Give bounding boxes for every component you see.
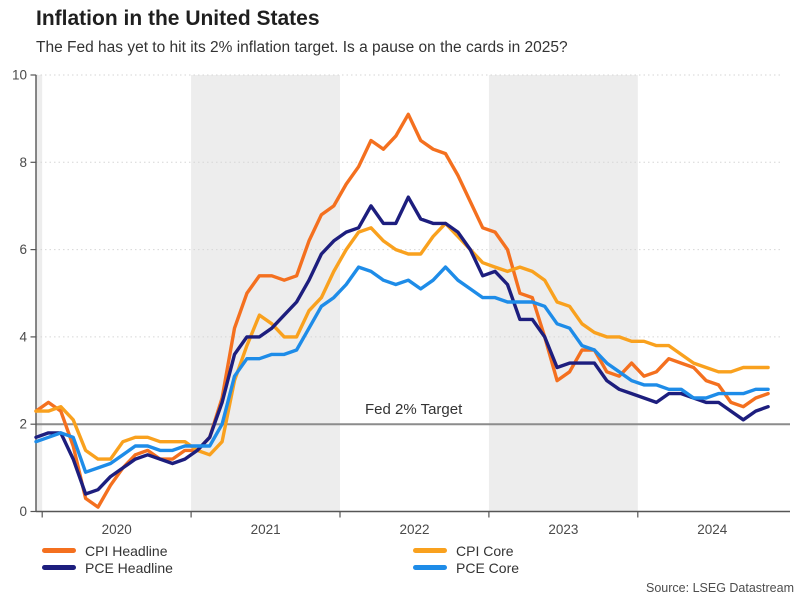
svg-text:0: 0 [19, 504, 27, 519]
source-note: Source: LSEG Datastream [646, 581, 794, 595]
svg-text:2021: 2021 [251, 522, 281, 537]
svg-text:6: 6 [19, 242, 27, 257]
legend-item-pce-core: PCE Core [413, 559, 520, 576]
svg-text:Fed 2% Target: Fed 2% Target [365, 401, 463, 418]
legend-label-pce-core: PCE Core [456, 559, 520, 576]
chart-subtitle: The Fed has yet to hit its 2% inflation … [36, 39, 568, 56]
svg-text:2022: 2022 [399, 522, 429, 537]
svg-text:4: 4 [19, 329, 27, 344]
svg-text:2023: 2023 [548, 522, 578, 537]
chart-title: Inflation in the United States [36, 7, 320, 30]
legend-item-cpi-core: CPI Core [413, 542, 514, 559]
svg-text:2024: 2024 [697, 522, 728, 537]
svg-text:2: 2 [19, 417, 27, 432]
legend-swatch-pce-core [413, 565, 447, 570]
legend-swatch-cpi-core [413, 548, 447, 553]
legend-swatch-pce-headline [42, 565, 76, 570]
svg-text:2020: 2020 [102, 522, 132, 537]
svg-text:10: 10 [12, 68, 27, 83]
legend-label-cpi-core: CPI Core [456, 542, 514, 559]
legend-item-pce-headline: PCE Headline [42, 559, 173, 576]
legend-label-cpi-headline: CPI Headline [85, 542, 168, 559]
legend-item-cpi-headline: CPI Headline [42, 542, 168, 559]
legend-swatch-cpi-headline [42, 548, 76, 553]
legend-label-pce-headline: PCE Headline [85, 559, 173, 576]
svg-text:8: 8 [19, 155, 27, 170]
